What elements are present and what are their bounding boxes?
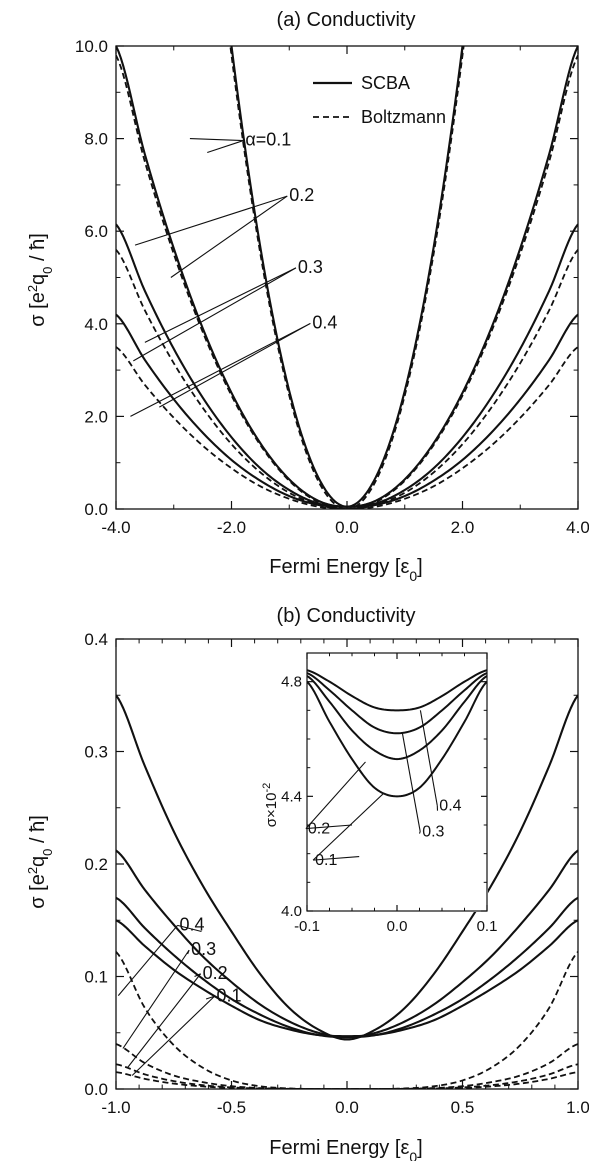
inset-curve-solid-alpha-0-2 — [307, 675, 487, 761]
panel-b-x-tick-label: -1.0 — [101, 1098, 130, 1117]
panel-a: (a) Conductivity Fermi Energy [ε0] σ [e2… — [25, 9, 589, 584]
inset-leader-line — [401, 733, 421, 832]
panel-a-y-axis-label: σ [e2q0 / ħ] — [25, 233, 55, 327]
panel-b-curve-dashed-alpha-0-2 — [116, 1043, 578, 1089]
panel-a-curve-solid-alpha-0-3 — [116, 223, 578, 508]
panel-b-curve-solid-alpha-0-1 — [116, 694, 578, 1041]
inset-plot-frame — [306, 652, 488, 912]
panel-b-leader-line — [117, 925, 178, 996]
panel-b-x-tick-label: 1.0 — [566, 1098, 589, 1117]
panel-b-curve-dashed-alpha-0-3 — [116, 1063, 578, 1089]
panel-b-alpha-label: 0.2 — [203, 963, 228, 983]
legend-entry-boltzmann: Boltzmann — [361, 107, 446, 127]
inset-y-axis-label: σ×10-2 — [261, 783, 280, 827]
panel-b-x-tick-label: 0.0 — [335, 1098, 359, 1117]
panel-a-y-tick-label: 4.0 — [84, 315, 108, 334]
panel-a-alpha-label: α=0.1 — [245, 130, 291, 150]
panel-a-title: (a) Conductivity — [277, 9, 416, 31]
panel-b-x-tick-label: -0.5 — [217, 1098, 246, 1117]
panel-a-x-tick-label: -2.0 — [217, 518, 246, 537]
inset-x-tick-label: -0.1 — [294, 918, 320, 935]
panel-a-leader-line — [159, 322, 311, 408]
legend: SCBA Boltzmann — [313, 73, 446, 127]
inset-curve-solid-alpha-0-4 — [307, 669, 487, 712]
legend-entry-scba: SCBA — [361, 73, 410, 93]
panel-a-x-axis-label: Fermi Energy [ε0] — [269, 556, 422, 584]
inset-curve-solid-alpha-0-1 — [307, 680, 487, 798]
panel-a-y-tick-label: 8.0 — [84, 130, 108, 149]
panel-b-alpha-label: 0.3 — [191, 939, 216, 959]
panel-a-y-tick-label: 0.0 — [84, 500, 108, 519]
panel-a-leader-line — [170, 195, 288, 278]
inset-leader-line — [418, 831, 421, 834]
panel-a-leader-line — [189, 138, 244, 142]
panel-b-leader-line — [127, 973, 202, 1068]
inset-leader-line — [312, 793, 384, 861]
inset-y-tick-label: 4.8 — [281, 674, 302, 691]
panel-a-plot-frame — [115, 45, 579, 510]
inset-x-tick-label: 0.1 — [477, 918, 498, 935]
inset-alpha-label: 0.3 — [422, 823, 444, 840]
inset-leader-line — [313, 855, 360, 861]
panel-b-y-tick-label: 0.2 — [84, 855, 108, 874]
panel-b-leader-line — [177, 924, 202, 933]
panel-a-y-tick-label: 2.0 — [84, 407, 108, 426]
inset-alpha-label: 0.4 — [439, 798, 461, 815]
panel-b-title: (b) Conductivity — [277, 605, 416, 627]
panel-b-plot-frame — [115, 638, 579, 1090]
panel-a-curve-dashed-alpha-0-4 — [116, 346, 578, 509]
panel-b-y-axis-label: σ [e2q0 / ħ] — [25, 815, 55, 909]
panel-b-alpha-label: 0.1 — [216, 985, 241, 1005]
inset-alpha-label: 0.2 — [308, 821, 330, 838]
panel-a-leader-line — [133, 267, 297, 362]
panel-b: (b) Conductivity Fermi Energy [ε0] σ [e2… — [25, 605, 589, 1161]
panel-a-curve-solid-alpha-0-4 — [116, 313, 578, 508]
panel-a-curve-dashed-alpha-0-3 — [116, 249, 578, 509]
inset-y-tick-label: 4.4 — [281, 788, 302, 805]
inset-leader-line — [305, 824, 353, 830]
panel-a-curve-solid-alpha-0-2 — [116, 46, 578, 508]
panel-a-leader-line — [207, 140, 244, 154]
panel-a-y-tick-label: 10.0 — [75, 37, 108, 56]
panel-a-curve-dashed-alpha-0-1 — [229, 46, 465, 509]
panel-a-leader-line — [134, 195, 288, 246]
panel-a-alpha-label: 0.4 — [312, 312, 337, 332]
panel-b-curve-dashed-alpha-0-1 — [116, 951, 578, 1089]
panel-b-leader-line — [205, 995, 215, 1000]
panel-b-y-tick-label: 0.4 — [84, 630, 108, 649]
panel-a-alpha-label: 0.2 — [289, 185, 314, 205]
inset-alpha-label: 0.1 — [315, 852, 337, 869]
panel-a-x-tick-label: 4.0 — [566, 518, 589, 537]
inset-curve-solid-alpha-0-3 — [307, 672, 487, 735]
panel-a-leader-line — [144, 267, 297, 343]
panel-b-y-tick-label: 0.3 — [84, 743, 108, 762]
panel-b-curve-dashed-alpha-0-4 — [116, 1071, 578, 1089]
panel-b-x-tick-label: 0.5 — [451, 1098, 475, 1117]
inset-x-tick-label: 0.0 — [387, 918, 408, 935]
panel-b-y-tick-label: 0.1 — [84, 968, 108, 987]
panel-a-x-tick-label: 0.0 — [335, 518, 359, 537]
panel-b-curve-solid-alpha-0-3 — [116, 896, 578, 1039]
inset: σ×10-2 0.2 0.1 0.4 0.3 -0.1 0.0 0.1 4.0 4.4 4.8 — [261, 652, 497, 935]
panel-b-x-axis-label: Fermi Energy [ε0] — [269, 1137, 422, 1161]
panel-a-x-tick-label: 2.0 — [451, 518, 475, 537]
inset-background — [306, 652, 488, 912]
inset-leader-line — [305, 761, 366, 829]
panel-a-alpha-label: 0.3 — [298, 257, 323, 277]
panel-b-alpha-label: 0.4 — [180, 914, 205, 934]
inset-leader-line — [419, 710, 438, 806]
inset-y-tick-label: 4.0 — [281, 903, 302, 920]
panel-a-y-tick-label: 6.0 — [84, 222, 108, 241]
panel-a-x-tick-label: -4.0 — [101, 518, 130, 537]
panel-b-leader-line — [122, 949, 190, 1049]
panel-b-leader-line — [131, 995, 215, 1076]
panel-b-y-tick-label: 0.0 — [84, 1080, 108, 1099]
panel-a-leader-line — [130, 322, 311, 417]
